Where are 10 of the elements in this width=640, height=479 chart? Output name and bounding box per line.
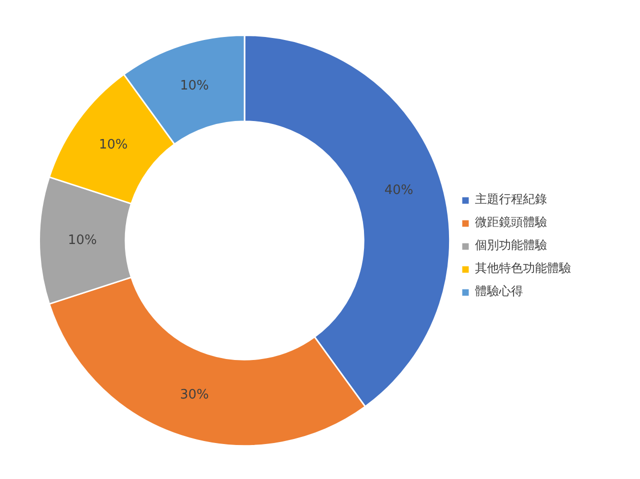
data-label: 30% [180, 387, 209, 402]
data-label: 40% [384, 182, 414, 198]
legend-label: 體驗心得 [475, 283, 523, 300]
legend-label: 微距鏡頭體驗 [475, 214, 547, 231]
data-label: 10% [68, 233, 97, 248]
legend-label: 其他特色功能體驗 [475, 260, 571, 277]
data-label: 10% [98, 138, 128, 153]
data-label: 10% [180, 78, 209, 94]
legend-label: 個別功能體驗 [475, 237, 547, 254]
legend-label: 主題行程紀錄 [475, 191, 547, 208]
